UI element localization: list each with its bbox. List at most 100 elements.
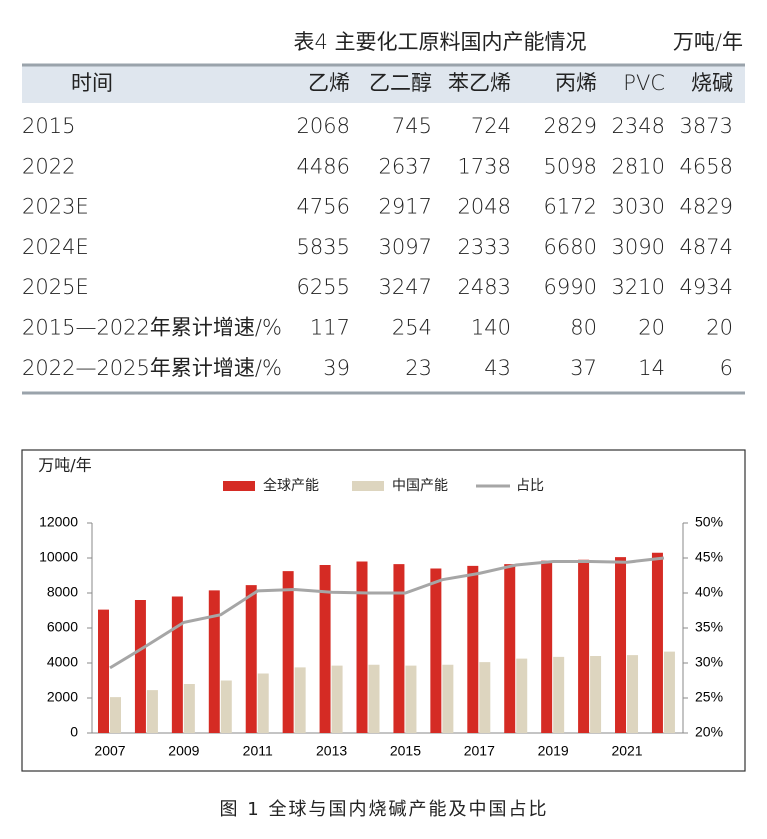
bar — [257, 673, 269, 733]
header-cell: 烧碱 — [691, 71, 733, 95]
row-label: 2015—2022年累计增速/% — [22, 316, 282, 340]
cell: 2810 — [612, 154, 665, 178]
cell: 117 — [310, 316, 350, 340]
cell: 6172 — [544, 195, 597, 219]
x-tick-label: 2017 — [464, 743, 495, 759]
y2-tick-label: 40% — [695, 584, 723, 600]
bar — [110, 697, 121, 733]
legend-label: 占比 — [516, 478, 544, 494]
legend-swatch — [223, 481, 255, 491]
cell: 4486 — [297, 154, 350, 178]
x-tick-label: 2011 — [243, 743, 273, 759]
cell: 724 — [471, 114, 511, 138]
cell: 2829 — [544, 114, 597, 138]
cell: 3247 — [379, 275, 432, 299]
cell: 4874 — [680, 235, 733, 259]
line — [109, 556, 665, 670]
legend-label: 中国产能 — [392, 478, 448, 494]
bar — [183, 684, 195, 733]
y-tick-label: 12000 — [39, 514, 78, 530]
bar — [294, 667, 306, 733]
y-axis-title: 万吨/年 — [38, 456, 91, 475]
bar — [282, 571, 294, 733]
header-cell: 时间 — [71, 71, 113, 95]
y2-tick-label: 50% — [695, 514, 723, 530]
bar — [651, 552, 663, 733]
bar — [590, 656, 602, 733]
cell: 2348 — [612, 114, 665, 138]
cell: 2483 — [458, 275, 511, 299]
bar — [356, 561, 368, 733]
cell: 3030 — [612, 195, 665, 219]
header-band — [22, 65, 745, 103]
x-tick-label: 2019 — [538, 743, 569, 759]
bar — [663, 651, 675, 733]
header-cell: 乙烯 — [308, 71, 350, 95]
cell: 80 — [570, 316, 597, 340]
bar — [467, 565, 479, 733]
cell: 20 — [706, 316, 733, 340]
cell: 4934 — [680, 275, 733, 299]
y-tick-label: 8000 — [47, 584, 78, 600]
cell: 4756 — [297, 195, 350, 219]
table-title: 表4 主要化工原料国内产能情况 — [293, 30, 586, 54]
cell: 3090 — [612, 235, 665, 259]
table-unit: 万吨/年 — [673, 30, 743, 54]
row-label: 2024E — [22, 235, 89, 259]
row-label: 2015 — [22, 114, 75, 138]
bar — [516, 658, 528, 733]
cell: 6990 — [544, 275, 597, 299]
header-cell: 丙烯 — [555, 71, 597, 95]
y-tick-label: 10000 — [39, 549, 78, 565]
cell: 14 — [638, 356, 665, 380]
row-label: 2023E — [22, 195, 89, 219]
cell: 3210 — [612, 275, 665, 299]
bar — [541, 560, 553, 733]
bar — [405, 665, 417, 733]
bar — [146, 690, 158, 733]
cell: 4658 — [680, 154, 733, 178]
bar — [208, 590, 220, 733]
cell: 2048 — [458, 195, 511, 219]
cell: 39 — [323, 356, 350, 380]
bar — [627, 655, 639, 733]
cell: 3097 — [379, 235, 432, 259]
cell: 745 — [392, 114, 432, 138]
cell: 43 — [484, 356, 511, 380]
bar — [245, 585, 257, 733]
header-cell: PVC — [623, 71, 665, 95]
bar — [430, 568, 442, 733]
y-tick-label: 0 — [70, 724, 78, 740]
row-label: 2025E — [22, 275, 89, 299]
header-cell: 乙二醇 — [369, 71, 432, 95]
row-label: 2022 — [22, 154, 75, 178]
bar — [171, 596, 183, 733]
cell: 23 — [405, 356, 432, 380]
bar — [220, 680, 232, 733]
bar — [479, 662, 491, 733]
cell: 2637 — [379, 154, 432, 178]
y2-tick-label: 35% — [695, 619, 723, 635]
bar — [368, 664, 380, 733]
legend-label: 全球产能 — [263, 477, 319, 494]
cell: 37 — [570, 356, 597, 380]
bar — [578, 559, 590, 733]
x-tick-label: 2007 — [94, 743, 125, 759]
x-tick-label: 2013 — [316, 743, 347, 759]
row-label: 2022—2025年累计增速/% — [22, 356, 282, 380]
y2-tick-label: 20% — [695, 724, 723, 740]
cell: 5098 — [544, 154, 597, 178]
bar — [134, 600, 146, 733]
y2-tick-label: 45% — [695, 549, 723, 565]
bar — [331, 665, 343, 733]
y2-tick-label: 30% — [695, 654, 723, 670]
bar — [393, 564, 405, 733]
bar — [442, 664, 454, 733]
cell: 6 — [720, 356, 733, 380]
cell: 4829 — [680, 195, 733, 219]
legend-swatch — [352, 481, 384, 491]
cell: 6255 — [297, 275, 350, 299]
cell: 20 — [638, 316, 665, 340]
cell: 2068 — [297, 114, 350, 138]
